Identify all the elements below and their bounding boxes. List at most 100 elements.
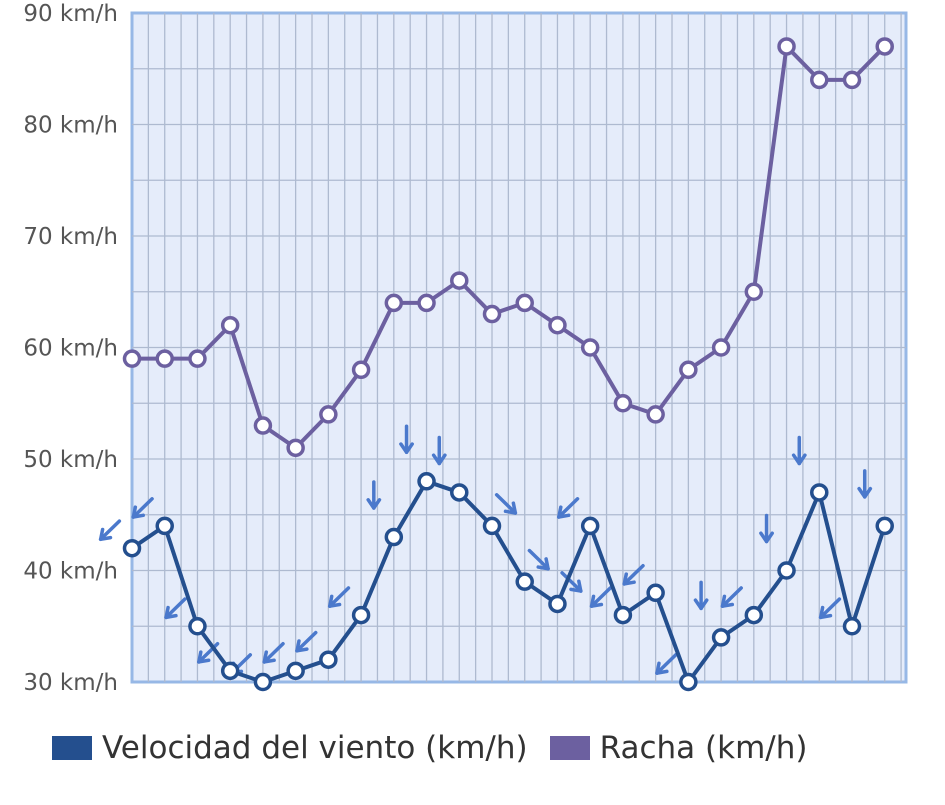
arrow-head [655, 661, 669, 675]
series-gust [122, 37, 894, 458]
wind-direction-arrow [327, 586, 351, 608]
arrow-head [164, 605, 178, 620]
arrow-shaft [295, 630, 318, 653]
wind-direction-arrow [366, 480, 382, 510]
wind-direction-arrow [131, 497, 154, 519]
arrow-head [857, 486, 873, 499]
wind-point [875, 516, 894, 536]
wind-point [613, 605, 633, 625]
gust-point [548, 315, 567, 335]
grid-lines [132, 13, 906, 682]
legend-swatch-gust [549, 736, 590, 760]
gust-point [351, 360, 371, 380]
gust-point [580, 338, 600, 357]
wind-point [646, 583, 665, 603]
arrow-head [720, 594, 735, 608]
gust-point [122, 349, 142, 368]
arrow-head [295, 639, 309, 653]
arrow-shaft [818, 597, 842, 620]
arrow-head [759, 531, 774, 544]
arrow-shaft [557, 497, 580, 519]
y-axis-labels: 30 km/h 40 km/h 50 km/h 60 km/h 70 km/h 80 km… [23, 1, 118, 696]
y-tick-label: 80 km/h [23, 113, 118, 139]
arrow-head [262, 650, 276, 664]
wind-point [155, 516, 174, 536]
arrow-shaft [494, 493, 518, 515]
wind-point [351, 605, 371, 625]
wind-point [286, 661, 305, 681]
wind-point [417, 472, 436, 491]
wind-point [220, 661, 240, 681]
gust-point [515, 293, 534, 313]
arrow-head [589, 594, 604, 608]
arrow-head [622, 572, 636, 586]
wind-direction-arrow [494, 493, 518, 515]
arrow-head [693, 598, 709, 611]
wind-point [777, 561, 796, 580]
arrow-shaft [589, 586, 613, 608]
arrow-head [327, 594, 342, 608]
gust-point [417, 293, 436, 313]
wind-point [842, 617, 862, 636]
arrow-shaft [164, 597, 187, 620]
arrow-shaft [655, 653, 678, 675]
wind-point [450, 483, 469, 502]
arrow-head [431, 453, 447, 466]
legend-swatch-wind [52, 736, 92, 760]
wind-direction-arrow [818, 597, 842, 620]
wind-point [515, 572, 534, 591]
y-tick-label: 60 km/h [23, 336, 118, 362]
legend-label-wind: Velocidad del viento (km/h) [102, 730, 528, 766]
wind-direction-arrow [759, 513, 774, 544]
y-tick-label: 90 km/h [23, 1, 118, 27]
arrow-head [98, 527, 113, 542]
legend-label-gust: Racha (km/h) [599, 730, 808, 766]
arrow-head [557, 505, 571, 519]
y-tick-label: 30 km/h [23, 670, 118, 696]
legend-item-wind[interactable]: Velocidad del viento (km/h) [52, 730, 528, 766]
wind-point [482, 516, 502, 536]
gust-point [188, 349, 207, 368]
wind-direction-arrow [164, 597, 187, 620]
gust-point [646, 405, 665, 424]
y-tick-label: 50 km/h [23, 447, 118, 473]
gust-point [842, 70, 862, 90]
wind-point [548, 594, 567, 614]
arrow-head [569, 579, 583, 593]
arrow-shaft [622, 563, 645, 586]
wind-direction-arrow [791, 435, 807, 466]
gust-point [319, 405, 338, 424]
arrow-head [366, 498, 382, 510]
arrow-head [197, 650, 211, 664]
gust-point [777, 37, 796, 56]
legend: Velocidad del viento (km/h) Racha (km/h) [52, 730, 829, 766]
wind-direction-arrow [720, 586, 743, 608]
gust-point [220, 315, 240, 335]
wind-direction-arrow [655, 653, 678, 675]
legend-item-gust[interactable]: Racha (km/h) [549, 730, 808, 766]
y-tick-label: 70 km/h [23, 224, 118, 250]
gust-point [679, 360, 698, 380]
wind-point [319, 650, 338, 669]
arrow-shaft [98, 519, 122, 542]
gust-point [482, 304, 502, 324]
arrow-shaft [327, 586, 351, 608]
wind-direction-arrow [295, 630, 318, 653]
gust-point [613, 394, 633, 413]
gust-point [384, 293, 404, 313]
wind-direction-arrow [557, 497, 580, 519]
arrow-shaft [527, 548, 550, 571]
gust-point [875, 37, 894, 56]
gust-point [286, 438, 305, 458]
gust-point [711, 338, 731, 357]
gust-point [450, 271, 469, 290]
arrow-shaft [560, 571, 583, 593]
wind-point [122, 538, 142, 558]
wind-direction-arrow [589, 586, 613, 608]
wind-direction-arrows [98, 424, 873, 675]
wind-point [810, 483, 829, 502]
series-wind [122, 472, 894, 692]
wind-point [744, 605, 764, 625]
arrow-shaft [262, 642, 285, 664]
wind-direction-arrow [560, 571, 583, 593]
